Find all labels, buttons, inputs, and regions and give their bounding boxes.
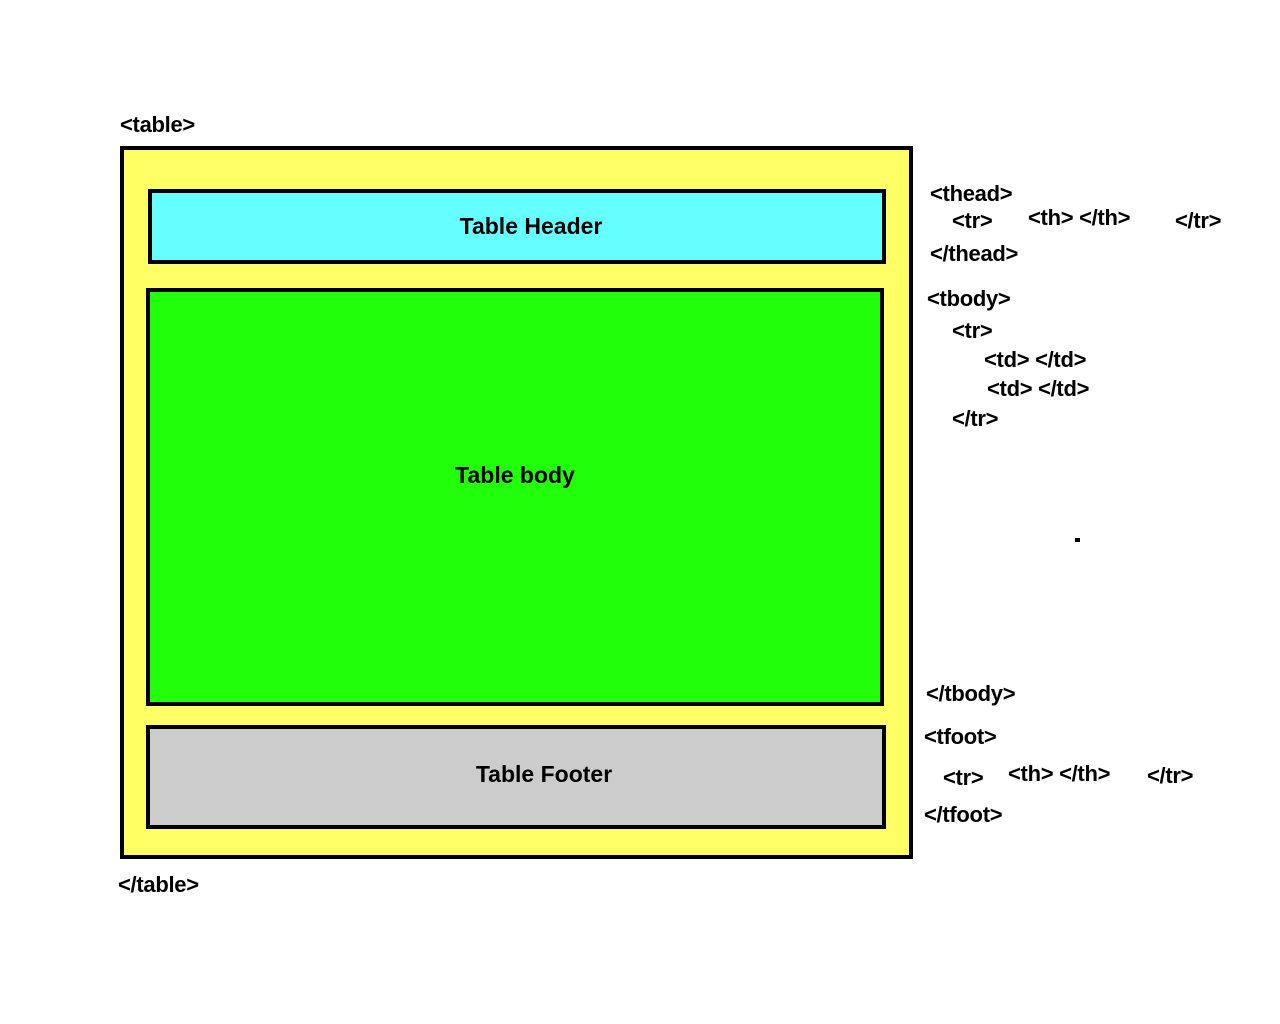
stray-dot bbox=[1075, 538, 1080, 542]
thead-tr-open-tag: <tr> bbox=[952, 208, 993, 233]
tbody-td-pair-1-tag: <td> </td> bbox=[984, 347, 1087, 372]
tbody-open-tag: <tbody> bbox=[927, 286, 1011, 311]
tbody-close-tag: </tbody> bbox=[926, 681, 1016, 706]
tbody-tr-open-tag: <tr> bbox=[952, 318, 993, 343]
tfoot-tr-open-tag: <tr> bbox=[943, 765, 984, 790]
thead-tr-close-tag: </tr> bbox=[1175, 208, 1222, 233]
thead-th-pair-tag: <th> </th> bbox=[1028, 205, 1131, 230]
tbody-box: Table body bbox=[146, 288, 884, 706]
tbody-label: Table body bbox=[455, 462, 575, 488]
tfoot-open-tag: <tfoot> bbox=[924, 724, 997, 749]
thead-open-tag: <thead> bbox=[930, 181, 1013, 206]
tfoot-th-pair-tag: <th> </th> bbox=[1008, 761, 1111, 786]
thead-label: Table Header bbox=[459, 213, 603, 239]
tfoot-tr-close-tag: </tr> bbox=[1147, 763, 1194, 788]
table-close-tag: </table> bbox=[118, 872, 199, 897]
table-open-tag: <table> bbox=[120, 112, 195, 137]
thead-close-tag: </thead> bbox=[930, 241, 1019, 266]
tfoot-label: Table Footer bbox=[475, 761, 613, 787]
tbody-td-pair-2-tag: <td> </td> bbox=[987, 376, 1090, 401]
tfoot-close-tag: </tfoot> bbox=[924, 802, 1003, 827]
tfoot-box: Table Footer bbox=[146, 725, 886, 829]
tbody-tr-close-tag: </tr> bbox=[952, 406, 999, 431]
thead-box: Table Header bbox=[148, 189, 886, 264]
